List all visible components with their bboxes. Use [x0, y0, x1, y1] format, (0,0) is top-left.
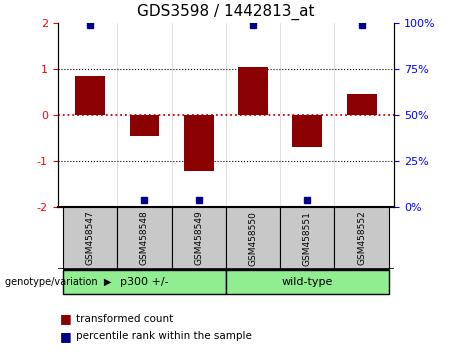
Bar	[280, 207, 334, 269]
Bar	[292, 115, 322, 147]
Text: ■: ■	[60, 330, 71, 343]
Text: GSM458550: GSM458550	[248, 211, 258, 266]
Title: GDS3598 / 1442813_at: GDS3598 / 1442813_at	[137, 4, 315, 20]
Bar	[347, 95, 377, 115]
Text: GSM458547: GSM458547	[86, 211, 95, 266]
Text: GSM458551: GSM458551	[303, 211, 312, 266]
Bar	[63, 270, 226, 294]
Bar	[63, 207, 118, 269]
Bar	[171, 207, 226, 269]
Text: GSM458548: GSM458548	[140, 211, 149, 266]
Text: GSM458552: GSM458552	[357, 211, 366, 266]
Bar	[184, 115, 214, 171]
Bar	[75, 76, 105, 115]
Bar	[118, 207, 171, 269]
Text: transformed count: transformed count	[76, 314, 173, 324]
Bar	[238, 67, 268, 115]
Bar	[226, 270, 389, 294]
Text: p300 +/-: p300 +/-	[120, 277, 169, 287]
Text: ■: ■	[60, 312, 71, 325]
Bar	[226, 207, 280, 269]
Bar	[334, 207, 389, 269]
Text: GSM458549: GSM458549	[194, 211, 203, 266]
Text: genotype/variation  ▶: genotype/variation ▶	[5, 277, 111, 287]
Text: percentile rank within the sample: percentile rank within the sample	[76, 331, 252, 341]
Text: wild-type: wild-type	[282, 277, 333, 287]
Bar	[130, 115, 160, 136]
